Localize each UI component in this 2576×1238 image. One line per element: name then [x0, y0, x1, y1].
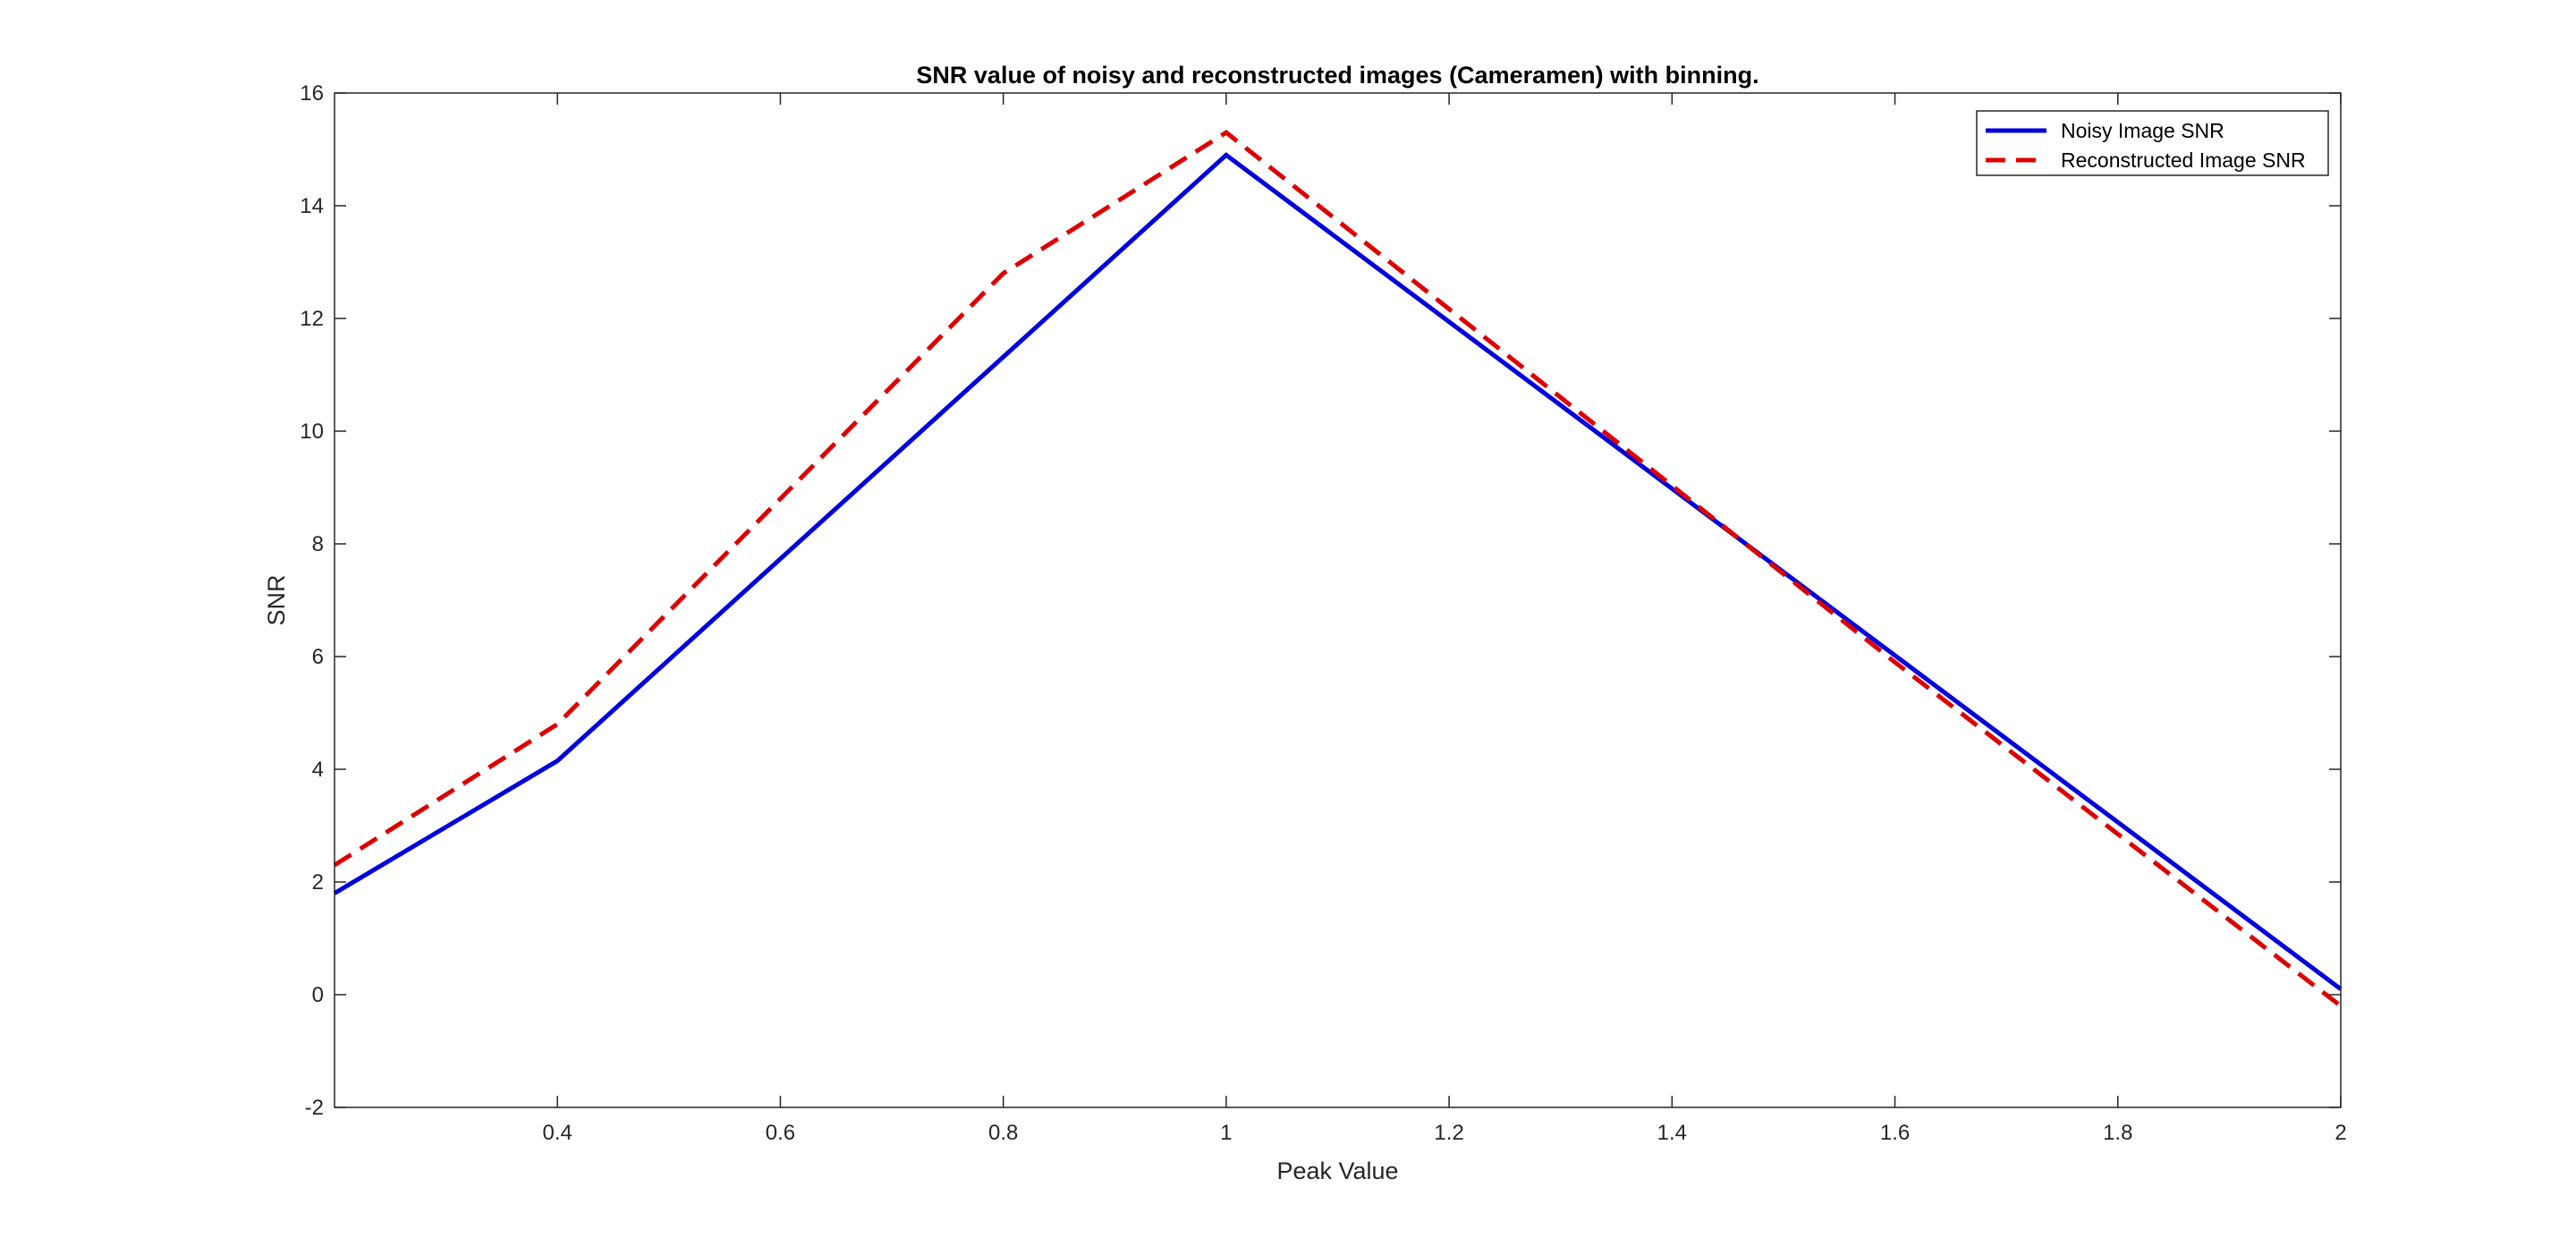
y-tick-label: 16: [300, 81, 324, 106]
y-tick-label: 12: [300, 307, 324, 331]
y-tick-label: 8: [312, 532, 324, 556]
x-tick-label: 0.4: [543, 1121, 572, 1145]
tick-labels-layer: 0.4 0.6 0.8 1 1.2 1.4 1.6 1.8 2 -2 0 2 4 6 8 10 12 14 16: [300, 81, 2346, 1145]
plot-frame: [334, 92, 2342, 1108]
y-tick-label: 4: [312, 758, 324, 782]
legend-label: Noisy Image SNR: [2061, 119, 2224, 142]
x-tick-label: 0.8: [988, 1121, 1018, 1145]
x-tick-label: 1.6: [1880, 1121, 1910, 1145]
y-tick-label: 2: [312, 870, 324, 895]
x-axis-label: Peak Value: [1276, 1157, 1398, 1184]
x-tick-label: 1.4: [1657, 1121, 1687, 1145]
y-tick-label: 6: [312, 645, 324, 669]
series-layer: [333, 130, 2343, 1008]
legend: Noisy Image SNR Reconstructed Image SNR: [1976, 110, 2329, 176]
x-tick-label: 1.8: [2103, 1121, 2132, 1145]
x-tick-label: 1: [1220, 1121, 1232, 1145]
y-tick-label: 14: [300, 194, 324, 218]
chart-title: SNR value of noisy and reconstructed ima…: [916, 62, 1758, 89]
x-tick-label: 0.6: [766, 1121, 795, 1145]
plot-area: [335, 93, 2341, 1107]
x-tick-label: 2: [2334, 1121, 2346, 1145]
legend-label: Reconstructed Image SNR: [2061, 148, 2306, 172]
y-tick-label: 10: [300, 420, 324, 444]
y-axis-label: SNR: [263, 574, 290, 625]
legend-box: [1976, 110, 2329, 176]
x-tick-label: 1.2: [1434, 1121, 1463, 1145]
legend-items: Noisy Image SNR Reconstructed Image SNR: [1986, 119, 2306, 172]
y-tick-label: 0: [312, 983, 324, 1007]
series-line-reconstructed: [333, 130, 2343, 1008]
y-tick-label: -2: [305, 1096, 324, 1120]
